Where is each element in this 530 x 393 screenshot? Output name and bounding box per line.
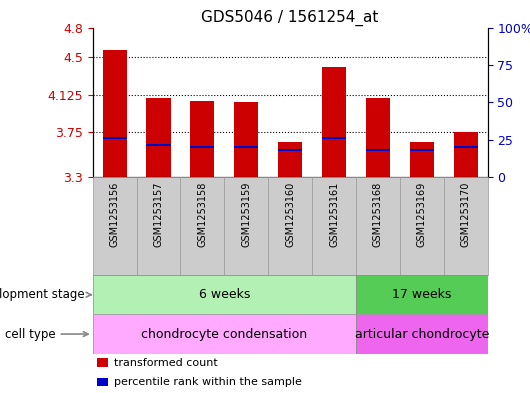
Text: GSM1253160: GSM1253160 [285, 182, 295, 247]
Text: development stage: development stage [0, 288, 91, 301]
Bar [93, 177, 137, 275]
Text: GSM1253158: GSM1253158 [198, 182, 207, 247]
Bar [356, 177, 400, 275]
Text: chondrocyte condensation: chondrocyte condensation [142, 327, 307, 341]
Bar [410, 142, 434, 177]
Bar [93, 314, 356, 354]
Bar [366, 98, 390, 177]
Bar [234, 146, 258, 148]
Bar [181, 177, 224, 275]
Bar [268, 177, 312, 275]
Bar [278, 142, 302, 177]
Bar [356, 314, 488, 354]
Bar [103, 50, 127, 177]
Text: 6 weeks: 6 weeks [199, 288, 250, 301]
Text: percentile rank within the sample: percentile rank within the sample [114, 377, 302, 387]
Bar [410, 149, 434, 151]
Bar [366, 149, 390, 151]
Bar [146, 144, 171, 146]
Bar [137, 177, 181, 275]
Title: GDS5046 / 1561254_at: GDS5046 / 1561254_at [201, 10, 379, 26]
Text: GSM1253168: GSM1253168 [373, 182, 383, 247]
Bar [93, 275, 356, 314]
Text: 17 weeks: 17 weeks [392, 288, 452, 301]
Text: GSM1253161: GSM1253161 [329, 182, 339, 247]
Bar [190, 101, 215, 177]
Bar [454, 132, 478, 177]
Bar [322, 137, 346, 139]
Bar [224, 177, 268, 275]
Bar [278, 149, 302, 151]
Bar [96, 378, 108, 386]
Text: cell type: cell type [5, 327, 88, 341]
Text: GSM1253169: GSM1253169 [417, 182, 427, 247]
Bar [146, 98, 171, 177]
Text: articular chondrocyte: articular chondrocyte [355, 327, 489, 341]
Bar [234, 102, 258, 177]
Bar [444, 177, 488, 275]
Bar [103, 137, 127, 139]
Bar [454, 146, 478, 148]
Bar [322, 67, 346, 177]
Bar [190, 146, 215, 148]
Text: GSM1253156: GSM1253156 [110, 182, 120, 247]
Text: GSM1253159: GSM1253159 [241, 182, 251, 247]
Bar [96, 358, 108, 367]
Bar [400, 177, 444, 275]
Text: GSM1253157: GSM1253157 [154, 182, 164, 247]
Text: GSM1253170: GSM1253170 [461, 182, 471, 247]
Bar [312, 177, 356, 275]
Bar [356, 275, 488, 314]
Text: transformed count: transformed count [114, 358, 218, 368]
